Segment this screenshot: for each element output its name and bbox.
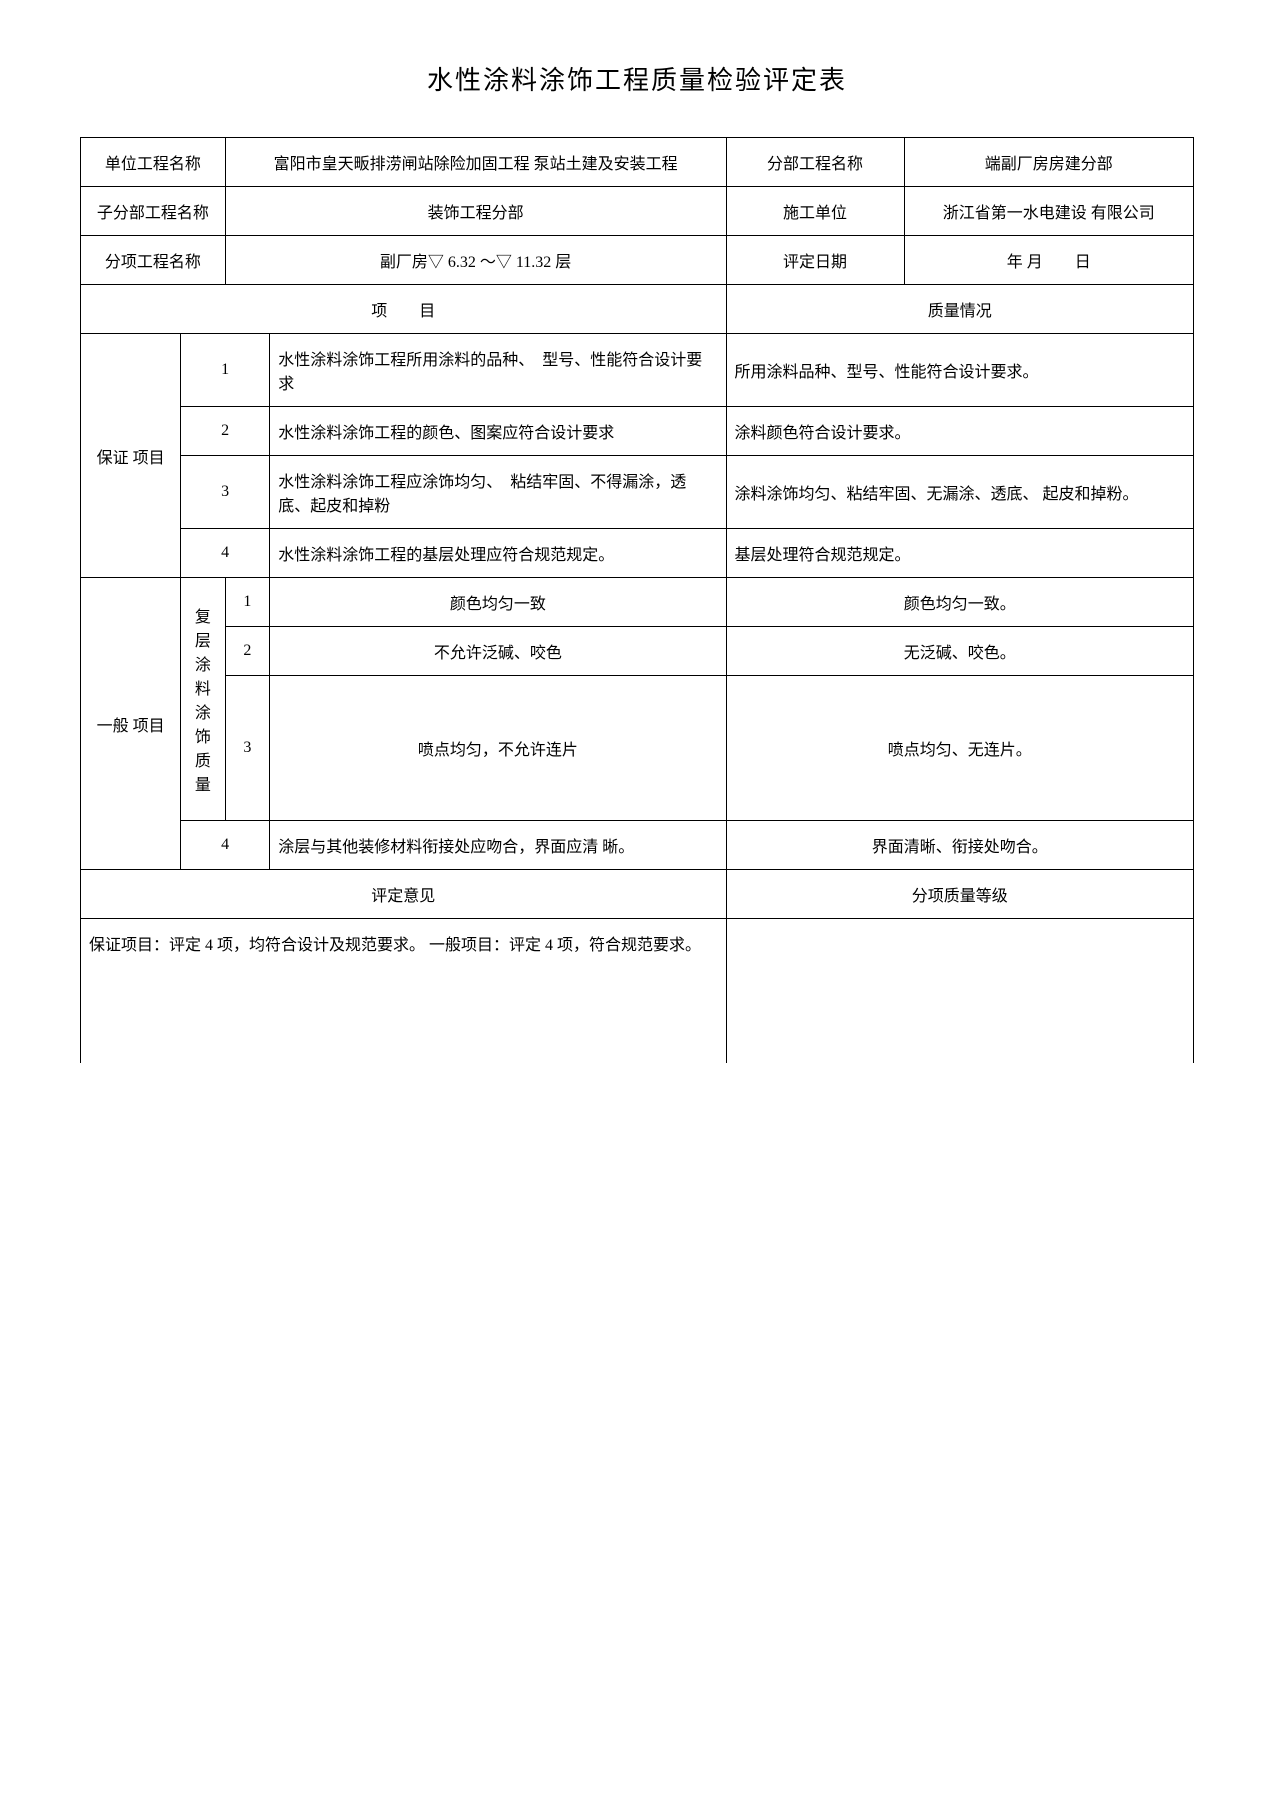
- form-table: 单位工程名称 富阳市皇天畈排涝闸站除险加固工程 泵站土建及安装工程 分部工程名称…: [80, 137, 1194, 1063]
- section-label: 分部工程名称: [726, 138, 904, 187]
- baozheng-group-label: 保证 项目: [81, 334, 181, 578]
- eval-date-value: 年 月 日: [904, 236, 1193, 285]
- yiban-sub-num-2: 2: [225, 627, 270, 676]
- yiban-sub-quality-3: 喷点均匀、无连片。: [726, 676, 1193, 821]
- baozheng-quality-1: 所用涂料品种、型号、性能符合设计要求。: [726, 334, 1193, 407]
- baozheng-num-1: 1: [181, 334, 270, 407]
- yiban-subgroup-label: 复层 涂料 涂饰质量: [181, 578, 226, 821]
- contractor-value: 浙江省第一水电建设 有限公司: [904, 187, 1193, 236]
- sub-section-value: 装饰工程分部: [225, 187, 726, 236]
- yiban-num-4: 4: [181, 821, 270, 870]
- grade-value: [726, 919, 1193, 1064]
- page-title: 水性涂料涂饰工程质量检验评定表: [80, 60, 1194, 97]
- yiban-sub-item-2: 不允许泛碱、咬色: [270, 627, 726, 676]
- baozheng-item-2: 水性涂料涂饰工程的颜色、图案应符合设计要求: [270, 407, 726, 456]
- grade-label: 分项质量等级: [726, 870, 1193, 919]
- yiban-quality-4: 界面清晰、衔接处吻合。: [726, 821, 1193, 870]
- yiban-sub-quality-1: 颜色均匀一致。: [726, 578, 1193, 627]
- yiban-sub-num-3: 3: [225, 676, 270, 821]
- baozheng-item-3: 水性涂料涂饰工程应涂饰均匀、 粘结牢固、不得漏涂，透底、起皮和掉粉: [270, 456, 726, 529]
- baozheng-quality-2: 涂料颜色符合设计要求。: [726, 407, 1193, 456]
- unit-project-label: 单位工程名称: [81, 138, 226, 187]
- section-value: 端副厂房房建分部: [904, 138, 1193, 187]
- yiban-sub-num-1: 1: [225, 578, 270, 627]
- item-column-header: 项 目: [81, 285, 727, 334]
- yiban-sub-quality-2: 无泛碱、咬色。: [726, 627, 1193, 676]
- item-project-value: 副厂房▽ 6.32 〜▽ 11.32 层: [225, 236, 726, 285]
- yiban-sub-item-1: 颜色均匀一致: [270, 578, 726, 627]
- baozheng-num-2: 2: [181, 407, 270, 456]
- baozheng-num-3: 3: [181, 456, 270, 529]
- baozheng-quality-3: 涂料涂饰均匀、粘结牢固、无漏涂、透底、 起皮和掉粉。: [726, 456, 1193, 529]
- yiban-sub-item-3: 喷点均匀，不允许连片: [270, 676, 726, 821]
- unit-project-value: 富阳市皇天畈排涝闸站除险加固工程 泵站土建及安装工程: [225, 138, 726, 187]
- yiban-group-label: 一般 项目: [81, 578, 181, 870]
- yiban-item-4: 涂层与其他装修材料衔接处应吻合，界面应清 晰。: [270, 821, 726, 870]
- baozheng-quality-4: 基层处理符合规范规定。: [726, 529, 1193, 578]
- sub-section-label: 子分部工程名称: [81, 187, 226, 236]
- item-project-label: 分项工程名称: [81, 236, 226, 285]
- baozheng-item-1: 水性涂料涂饰工程所用涂料的品种、 型号、性能符合设计要求: [270, 334, 726, 407]
- quality-column-header: 质量情况: [726, 285, 1193, 334]
- opinion-label: 评定意见: [81, 870, 727, 919]
- opinion-value: 保证项目：评定 4 项，均符合设计及规范要求。 一般项目：评定 4 项，符合规范…: [81, 919, 727, 1064]
- baozheng-num-4: 4: [181, 529, 270, 578]
- baozheng-item-4: 水性涂料涂饰工程的基层处理应符合规范规定。: [270, 529, 726, 578]
- contractor-label: 施工单位: [726, 187, 904, 236]
- eval-date-label: 评定日期: [726, 236, 904, 285]
